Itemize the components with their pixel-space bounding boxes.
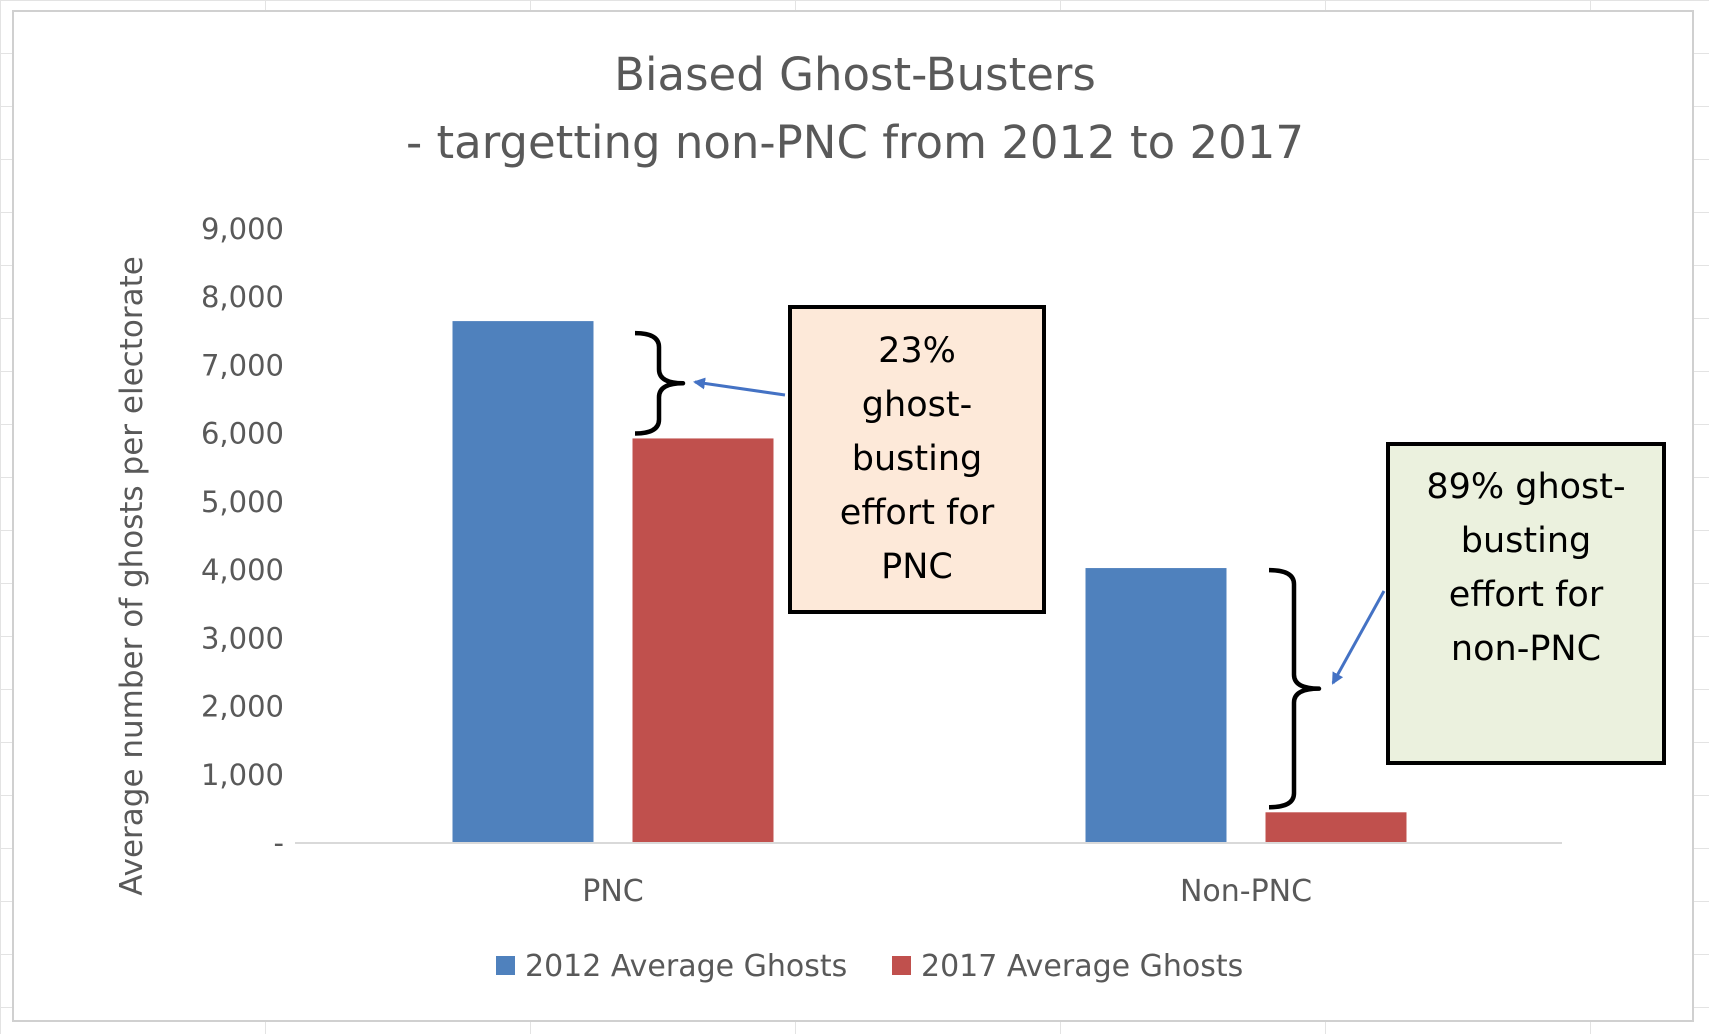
y-tick-label: - — [274, 826, 284, 860]
pnc-callout-box — [788, 305, 1046, 614]
non-pnc-callout-arrow — [1331, 590, 1386, 685]
y-tick-label: 6,000 — [201, 417, 284, 451]
y-tick-label: 1,000 — [201, 758, 284, 792]
pnc-callout-line-3: busting — [852, 439, 982, 479]
legend-swatch-2012 — [496, 956, 515, 975]
category-label: Non-PNC — [1180, 874, 1312, 909]
y-tick-label: 9,000 — [201, 212, 284, 246]
bars-group — [452, 321, 1407, 844]
y-tick-label: 3,000 — [201, 621, 284, 655]
pnc-callout-line-2: ghost- — [862, 385, 972, 425]
pnc-callout-line-5: PNC — [881, 547, 953, 587]
non-pnc-callout-line-2: busting — [1461, 521, 1591, 561]
pnc-callout-line-1: 23% — [878, 331, 956, 371]
non-pnc-callout-box — [1386, 442, 1666, 765]
chart-title-line-2: - targetting non-PNC from 2012 to 2017 — [406, 116, 1304, 169]
bar-2012-non-pnc — [1085, 568, 1227, 843]
y-axis-ticks: - 1,000 2,000 3,000 4,000 5,000 6,000 7,000 8,00… — [201, 212, 284, 860]
non-pnc-annotation: 89% ghost- busting effort for non-PNC — [1268, 442, 1666, 810]
y-tick-label: 5,000 — [201, 485, 284, 519]
y-tick-label: 7,000 — [201, 348, 284, 382]
y-axis-title: Average number of ghosts per electorate — [114, 256, 150, 896]
legend-label-2017: 2017 Average Ghosts — [921, 949, 1243, 984]
pnc-callout-arrow — [693, 377, 786, 397]
non-pnc-difference-brace — [1268, 567, 1322, 810]
non-pnc-callout-line-1: 89% ghost- — [1426, 467, 1625, 507]
non-pnc-callout-line-4: non-PNC — [1451, 629, 1601, 669]
chart-title-line-1: Biased Ghost-Busters — [614, 48, 1096, 101]
category-labels: PNC Non-PNC — [582, 874, 1312, 909]
legend-swatch-2017 — [892, 956, 911, 975]
bar-2017-pnc — [632, 438, 774, 843]
pnc-annotation: 23% ghost- busting effort for PNC — [634, 305, 1046, 614]
legend-label-2012: 2012 Average Ghosts — [525, 949, 847, 984]
bar-2017-non-pnc — [1265, 812, 1407, 843]
y-tick-label: 8,000 — [201, 280, 284, 314]
non-pnc-callout-line-3: effort for — [1449, 575, 1604, 615]
y-tick-label: 2,000 — [201, 690, 284, 724]
pnc-difference-brace — [634, 330, 686, 436]
bar-2012-pnc — [452, 321, 594, 844]
category-label: PNC — [582, 874, 643, 909]
pnc-callout-line-4: effort for — [840, 493, 995, 533]
y-tick-label: 4,000 — [201, 553, 284, 587]
legend: 2012 Average Ghosts 2017 Average Ghosts — [496, 949, 1243, 984]
